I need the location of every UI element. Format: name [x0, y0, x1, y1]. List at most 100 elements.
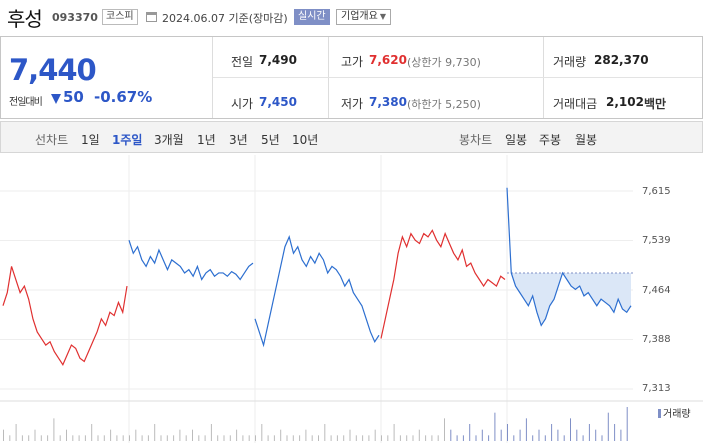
- volume-bar: [261, 424, 263, 441]
- period-1y[interactable]: 1년: [197, 133, 216, 147]
- divider: [212, 37, 213, 118]
- volume-bar: [570, 418, 571, 441]
- volume-bar: [273, 435, 275, 441]
- amount-value: 2,102: [606, 95, 644, 109]
- price-series-day-4: [380, 229, 506, 339]
- volume-bar: [59, 435, 61, 441]
- volume-bar: [78, 435, 80, 441]
- amount-unit: 백만: [644, 97, 667, 111]
- volume-bar: [368, 435, 370, 441]
- candle-weekly[interactable]: 주봉: [539, 133, 562, 147]
- down-triangle-icon: [51, 94, 61, 104]
- period-1d[interactable]: 1일: [81, 133, 100, 147]
- volume-bar: [135, 429, 137, 441]
- volume-bar: [204, 435, 206, 441]
- volume-bar: [469, 424, 471, 441]
- volume-bar: [462, 435, 464, 441]
- high-label: 고가: [341, 55, 364, 69]
- volume-bar: [551, 424, 553, 441]
- candle-monthly[interactable]: 월봉: [575, 133, 598, 147]
- price-series-day-1: [2, 266, 128, 367]
- volume-bar: [324, 424, 326, 441]
- volume-bar: [53, 418, 55, 441]
- volume-bar: [393, 424, 395, 441]
- volume-bar: [47, 435, 49, 441]
- y-tick: 7,464: [642, 285, 671, 296]
- change-percent: -0.67%: [94, 88, 153, 106]
- volume-bar: [103, 435, 105, 441]
- volume-bar: [299, 435, 301, 441]
- volume-bar: [292, 435, 294, 441]
- volume-bar: [343, 435, 345, 441]
- company-info-dropdown[interactable]: 기업개요 ▼: [336, 9, 391, 25]
- volume-bar: [229, 435, 231, 441]
- volume-bar: [620, 429, 622, 441]
- period-5y[interactable]: 5년: [261, 133, 280, 147]
- volume-bar: [84, 435, 86, 441]
- volume-bar: [3, 429, 4, 441]
- market-badge: 코스피: [102, 9, 138, 25]
- volume-bar: [595, 429, 597, 441]
- period-1w[interactable]: 1주일: [112, 133, 143, 147]
- volume-bar: [173, 435, 175, 441]
- volume-bar: [267, 435, 269, 441]
- volume-bar: [318, 435, 319, 441]
- volume-bar: [185, 435, 187, 441]
- company-info-label: 기업개요: [341, 11, 378, 22]
- volume-value: 282,370: [594, 53, 649, 67]
- volume-legend-swatch: [658, 409, 661, 418]
- volume-bar: [280, 429, 282, 441]
- volume-bar: [519, 429, 521, 441]
- volume-bar: [425, 435, 427, 441]
- candle-daily[interactable]: 일봉: [505, 133, 528, 147]
- volume-bar: [141, 435, 143, 441]
- low-label: 저가: [341, 97, 364, 111]
- volume-bar: [431, 435, 433, 441]
- upper-limit: (상한가 9,730): [407, 56, 481, 69]
- volume-bar: [588, 424, 590, 441]
- volume-bar: [626, 407, 628, 441]
- volume-bar: [614, 424, 616, 441]
- price-summary: 7,440 전일대비 50 -0.67% 전일 7,490 고가 7,620 (…: [0, 36, 703, 119]
- volume-bar: [72, 435, 74, 441]
- volume-bar: [91, 424, 93, 441]
- volume-bar: [374, 429, 376, 441]
- candle-chart-label: 봉차트: [459, 133, 493, 147]
- realtime-button[interactable]: 실시간: [294, 9, 330, 25]
- period-10y[interactable]: 10년: [292, 133, 319, 147]
- period-3y[interactable]: 3년: [229, 133, 248, 147]
- volume-bar: [456, 435, 458, 441]
- volume-bar: [481, 429, 483, 441]
- volume-bar: [607, 412, 609, 441]
- volume-bar: [166, 435, 168, 441]
- volume-bar: [179, 429, 181, 441]
- volume-bar: [305, 429, 307, 441]
- price-chart[interactable]: [0, 155, 703, 443]
- volume-bar: [97, 435, 99, 441]
- drop-area: [507, 272, 631, 326]
- volume-bar: [387, 435, 389, 441]
- volume-bar: [198, 435, 200, 441]
- lower-limit: (하한가 5,250): [407, 98, 481, 111]
- volume-bar: [311, 435, 313, 441]
- y-tick: 7,539: [642, 235, 671, 246]
- open-label: 시가: [231, 97, 254, 111]
- volume-bar: [399, 435, 401, 441]
- volume-bar: [286, 435, 288, 441]
- volume-bar: [210, 424, 212, 441]
- volume-bar: [500, 429, 502, 441]
- volume-bar: [355, 435, 357, 441]
- volume-bar: [248, 435, 250, 441]
- volume-bar: [444, 418, 445, 441]
- chart-toolbar: 선차트 1일 1주일 3개월 1년 3년 5년 10년 봉차트 일봉 주봉 월봉: [0, 121, 703, 153]
- open-value: 7,450: [259, 95, 297, 109]
- volume-bar: [66, 429, 67, 441]
- volume-bar: [192, 429, 193, 441]
- volume-bar: [34, 429, 36, 441]
- volume-bar: [21, 435, 23, 441]
- volume-bar: [160, 435, 162, 441]
- price-series-day-3: [254, 235, 380, 348]
- period-3m[interactable]: 3개월: [154, 133, 184, 147]
- volume-bar: [362, 435, 364, 441]
- volume-bar: [15, 424, 17, 441]
